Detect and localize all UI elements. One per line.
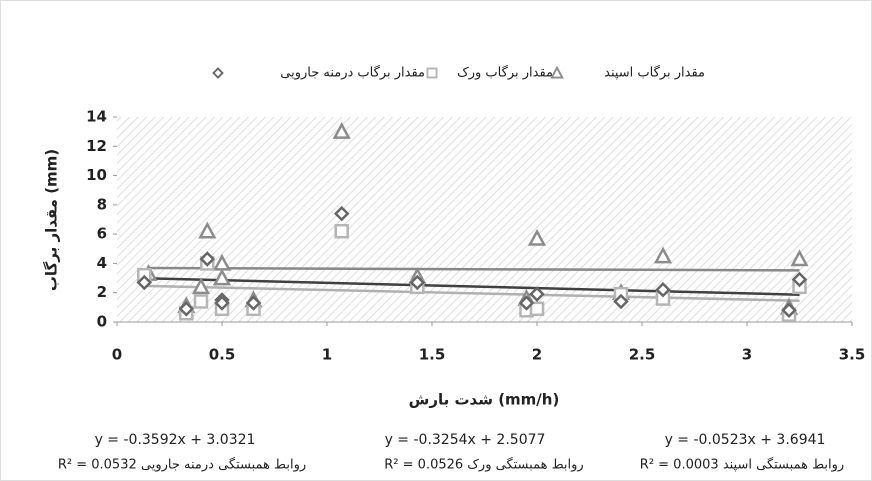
diamond-marker: [529, 286, 545, 302]
x-tick-label: 2.5: [629, 346, 656, 364]
r2-label: R² = 0.0003 روابط همبستگی اسپند: [640, 457, 844, 473]
y-axis-title: مقدار برگاب (mm): [43, 149, 61, 291]
y-tick-label: 14: [86, 108, 107, 126]
diamond-marker: [214, 295, 230, 311]
plot-area: [117, 117, 852, 322]
triangle-marker: [212, 268, 232, 286]
y-tick-label: 8: [97, 195, 107, 213]
triangle-marker: [527, 228, 547, 246]
diamond-marker: [199, 251, 216, 267]
diamond-marker: [791, 271, 808, 288]
diamond-marker: [245, 295, 262, 311]
y-tick-label: 0: [97, 313, 107, 331]
trendline: [144, 284, 800, 303]
x-axis-title: شدت بارش (mm/h): [409, 391, 560, 409]
diamond-marker: [333, 205, 350, 222]
legend-label: مقدار برگاب درمنه جارویی: [280, 65, 425, 81]
triangle-marker: [790, 249, 809, 267]
x-tick-label: 3: [742, 346, 752, 364]
diamond-marker: [613, 293, 629, 310]
diamond-marker: [781, 302, 797, 319]
diamond-marker: [409, 274, 426, 291]
diamond-marker: [518, 295, 535, 311]
triangle-marker: [332, 122, 351, 139]
y-tick-label: 6: [97, 225, 107, 243]
diamond-marker: [136, 274, 153, 291]
x-tick-label: 3.5: [839, 346, 866, 364]
x-tick-label: 0.5: [209, 346, 236, 364]
square-marker: [529, 301, 545, 317]
r2-label: R² = 0.0526 روابط همبستگی ورک: [384, 457, 583, 473]
x-tick-label: 1.5: [419, 346, 446, 364]
square-marker: [334, 223, 349, 239]
triangle-marker: [550, 65, 564, 79]
triangle-marker: [653, 246, 673, 264]
y-tick-label: 4: [97, 254, 107, 272]
legend-label: مقدار برگاب اسپند: [604, 65, 705, 81]
y-tick-label: 12: [86, 137, 107, 155]
diamond-marker: [212, 67, 224, 79]
trendline-equation: y = -0.3254x + 2.5077: [385, 432, 546, 448]
x-tick-label: 2: [532, 346, 542, 364]
legend-label: مقدار برگاب ورک: [457, 65, 553, 81]
triangle-marker: [191, 277, 211, 295]
r2-label: R² = 0.0532 روابط همبستگی درمنه جارویی: [58, 457, 306, 473]
square-marker: [426, 67, 438, 79]
trendline-equation: y = -0.0523x + 3.6941: [665, 432, 826, 448]
x-tick-label: 0: [112, 346, 122, 364]
y-tick-label: 10: [86, 166, 107, 184]
y-tick-label: 2: [97, 283, 107, 301]
trendline: [144, 277, 800, 296]
diamond-marker: [178, 301, 195, 317]
diamond-marker: [655, 282, 671, 298]
trendline-equation: y = -0.3592x + 3.0321: [95, 432, 256, 448]
trendline: [148, 266, 800, 272]
triangle-marker: [198, 221, 217, 239]
square-marker: [193, 294, 209, 309]
x-tick-label: 1: [322, 346, 332, 364]
